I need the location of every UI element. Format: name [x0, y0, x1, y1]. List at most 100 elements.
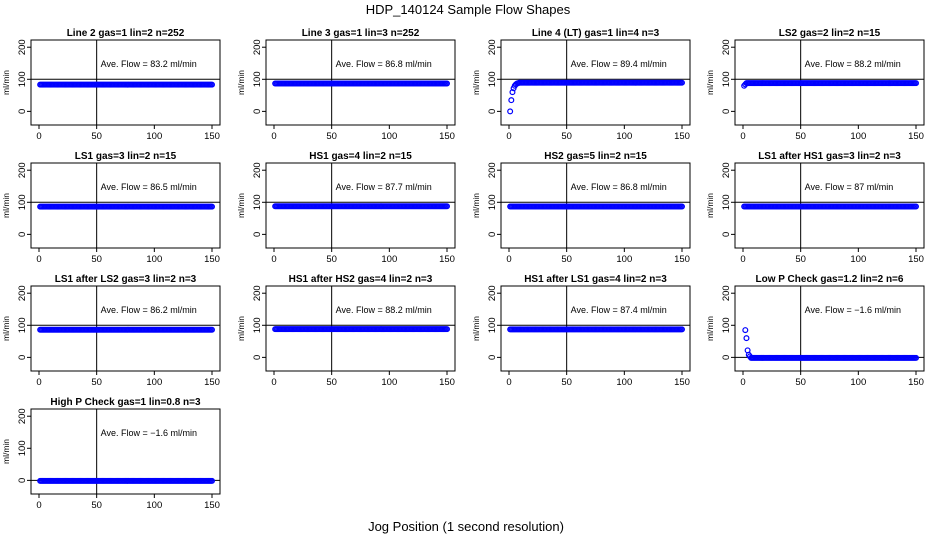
x-tick-label: 0 — [271, 377, 276, 388]
x-tick-label: 50 — [326, 377, 337, 388]
plot-frame — [734, 162, 925, 249]
x-tick-label: 0 — [36, 377, 41, 388]
y-axis-label: ml/min — [471, 70, 481, 95]
panel-title: HS2 gas=5 lin=2 n=15 — [544, 151, 647, 162]
x-tick-label: 50 — [326, 254, 337, 265]
series-points — [507, 203, 685, 210]
series-points — [507, 326, 685, 333]
panel-title: HS1 after LS1 gas=4 lin=2 n=3 — [524, 274, 667, 285]
ave-flow-annotation: Ave. Flow = 86.2 ml/min — [101, 305, 197, 315]
panel-title: LS1 after HS1 gas=3 lin=2 n=3 — [758, 151, 901, 162]
panel-title: Line 2 gas=1 lin=2 n=252 — [67, 28, 185, 39]
ave-flow-annotation: Ave. Flow = −1.6 ml/min — [805, 305, 901, 315]
y-tick-label: 200 — [487, 39, 498, 55]
series-points — [272, 326, 451, 333]
plot-frame — [30, 285, 221, 372]
y-axis-label: ml/min — [705, 316, 715, 341]
x-tick-label: 150 — [674, 254, 690, 265]
y-tick-label: 200 — [721, 162, 732, 178]
x-tick-label: 100 — [850, 131, 866, 142]
x-tick-label: 0 — [740, 254, 745, 265]
figure-title: HDP_140124 Sample Flow Shapes — [366, 2, 571, 17]
x-tick-label: 0 — [36, 131, 41, 142]
y-tick-label: 0 — [721, 109, 732, 114]
ave-flow-annotation: Ave. Flow = 87.7 ml/min — [336, 182, 432, 192]
y-tick-label: 0 — [17, 478, 28, 483]
data-point — [678, 326, 685, 333]
data-point — [912, 80, 919, 87]
panel-13: High P Check gas=1 lin=0.8 n=3 0 50 100 150 0… — [1, 397, 221, 511]
plot-frame — [265, 285, 456, 372]
series-points — [741, 80, 919, 89]
x-tick-label: 100 — [146, 500, 162, 511]
x-tick-label: 100 — [381, 377, 397, 388]
x-tick-label: 0 — [36, 500, 41, 511]
panel-title: LS2 gas=2 lin=2 n=15 — [779, 28, 881, 39]
x-tick-label: 0 — [506, 131, 511, 142]
panel-10: HS1 after HS2 gas=4 lin=2 n=3 0 50 100 150 0 1… — [236, 274, 456, 388]
x-tick-label: 50 — [91, 254, 102, 265]
panel-1: Line 2 gas=1 lin=2 n=252 0 50 100 150 0 100 200… — [1, 28, 221, 142]
panel-title: LS1 after LS2 gas=3 lin=2 n=3 — [55, 274, 197, 285]
x-tick-label: 50 — [561, 377, 572, 388]
y-tick-label: 0 — [487, 232, 498, 237]
y-axis-label: ml/min — [1, 193, 11, 218]
y-tick-label: 200 — [487, 285, 498, 301]
panel-title: Low P Check gas=1.2 lin=2 n=6 — [756, 274, 904, 285]
panel-8: LS1 after HS1 gas=3 lin=2 n=3 0 50 100 150 0 1… — [705, 151, 925, 265]
panel-4: LS2 gas=2 lin=2 n=15 0 50 100 150 0 100 200 ml/m… — [705, 28, 925, 142]
y-tick-label: 200 — [17, 285, 28, 301]
data-point — [209, 326, 216, 333]
y-tick-label: 100 — [17, 71, 28, 87]
y-tick-label: 100 — [487, 71, 498, 87]
ave-flow-annotation: Ave. Flow = 88.2 ml/min — [805, 59, 901, 69]
plot-frame — [265, 162, 456, 249]
y-axis-label: ml/min — [1, 70, 11, 95]
x-tick-label: 50 — [561, 131, 572, 142]
panel-9: LS1 after LS2 gas=3 lin=2 n=3 0 50 100 150 0 1… — [1, 274, 221, 388]
data-point — [509, 89, 516, 96]
series-points — [741, 203, 919, 210]
x-tick-label: 150 — [204, 377, 220, 388]
x-tick-label: 0 — [271, 254, 276, 265]
y-tick-label: 100 — [721, 71, 732, 87]
y-tick-label: 100 — [252, 317, 263, 333]
data-point — [912, 354, 919, 361]
panel-5: LS1 gas=3 lin=2 n=15 0 50 100 150 0 100 200 ml/m… — [1, 151, 221, 265]
y-tick-label: 100 — [252, 71, 263, 87]
data-point — [209, 203, 216, 210]
plot-frame — [734, 39, 925, 126]
y-tick-label: 200 — [252, 285, 263, 301]
data-point — [678, 203, 685, 210]
plot-frame — [30, 162, 221, 249]
plot-frame — [265, 39, 456, 126]
x-tick-label: 100 — [146, 377, 162, 388]
x-tick-label: 100 — [146, 254, 162, 265]
y-tick-label: 200 — [17, 39, 28, 55]
data-point — [508, 97, 515, 104]
x-tick-label: 0 — [271, 131, 276, 142]
data-point — [743, 335, 750, 342]
ave-flow-annotation: Ave. Flow = 88.2 ml/min — [336, 305, 432, 315]
x-tick-label: 0 — [506, 377, 511, 388]
x-tick-label: 0 — [506, 254, 511, 265]
x-tick-label: 0 — [36, 254, 41, 265]
y-axis-label: ml/min — [705, 70, 715, 95]
y-tick-label: 0 — [17, 109, 28, 114]
data-point — [444, 326, 451, 333]
ave-flow-annotation: Ave. Flow = −1.6 ml/min — [101, 428, 197, 438]
x-tick-label: 150 — [439, 131, 455, 142]
y-tick-label: 200 — [252, 162, 263, 178]
x-tick-label: 0 — [740, 377, 745, 388]
y-tick-label: 0 — [252, 109, 263, 114]
x-tick-label: 150 — [439, 377, 455, 388]
series-points — [37, 81, 216, 88]
plot-frame — [500, 162, 691, 249]
x-tick-label: 150 — [908, 377, 924, 388]
plot-frame — [734, 285, 925, 372]
panel-title: Line 4 (LT) gas=1 lin=4 n=3 — [532, 28, 660, 39]
y-tick-label: 200 — [721, 285, 732, 301]
y-tick-label: 100 — [487, 194, 498, 210]
panel-title: Line 3 gas=1 lin=3 n=252 — [302, 28, 420, 39]
x-tick-label: 100 — [850, 254, 866, 265]
